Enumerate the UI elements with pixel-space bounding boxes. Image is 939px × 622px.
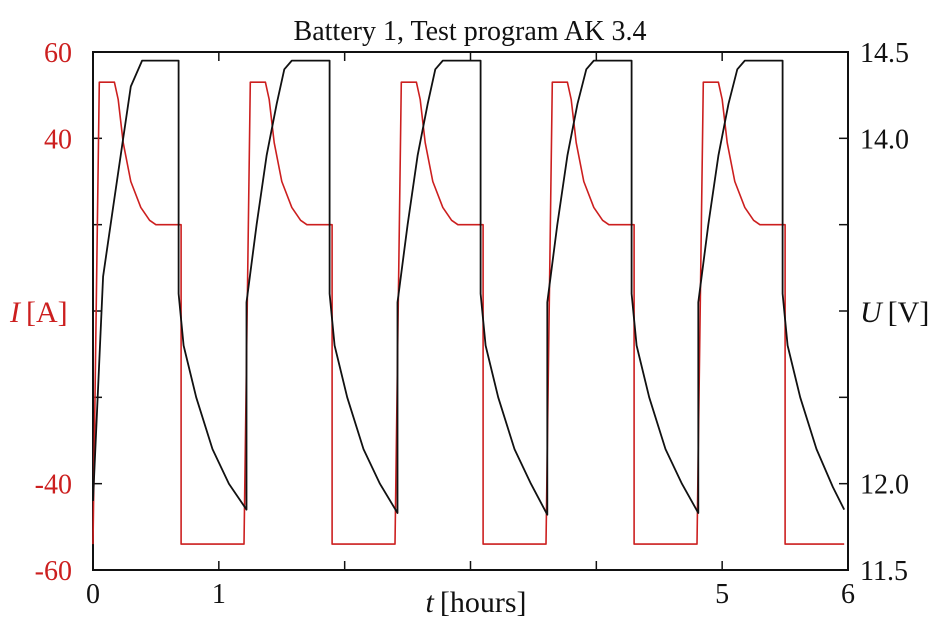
x-axis-variable: t xyxy=(426,586,435,617)
y-right-tick-label: 14.5 xyxy=(860,38,909,69)
x-tick-label: 5 xyxy=(715,579,729,610)
x-axis-unit: [hours] xyxy=(440,586,527,617)
x-tick-label: 6 xyxy=(841,579,855,610)
y-left-tick-label: -40 xyxy=(35,470,72,501)
chart-title: Battery 1, Test program AK 3.4 xyxy=(294,16,647,47)
plot-frame xyxy=(92,51,849,571)
voltage-series-line xyxy=(92,59,846,516)
y-left-tick-label: 40 xyxy=(44,124,72,155)
y-right-tick-label: 12.0 xyxy=(860,470,909,501)
y-right-tick-label: 11.5 xyxy=(860,556,908,587)
y-axis-right-unit: [V] xyxy=(888,296,930,329)
y-axis-right-label: U [V] xyxy=(860,296,929,329)
y-axis-left-unit: [A] xyxy=(26,296,68,329)
x-tick-label: 0 xyxy=(86,579,100,610)
x-axis-label: t [hours] xyxy=(426,586,527,617)
y-left-tick-label: 60 xyxy=(44,38,72,69)
y-axis-left-variable: I xyxy=(9,296,22,329)
y-left-tick-label: -60 xyxy=(35,556,72,587)
y-right-tick-label: 14.0 xyxy=(860,124,909,155)
y-axis-right-variable: U xyxy=(860,296,884,329)
y-axis-left-label: I [A] xyxy=(9,296,68,329)
x-tick-label: 1 xyxy=(212,579,226,610)
current-series-line xyxy=(92,81,845,545)
